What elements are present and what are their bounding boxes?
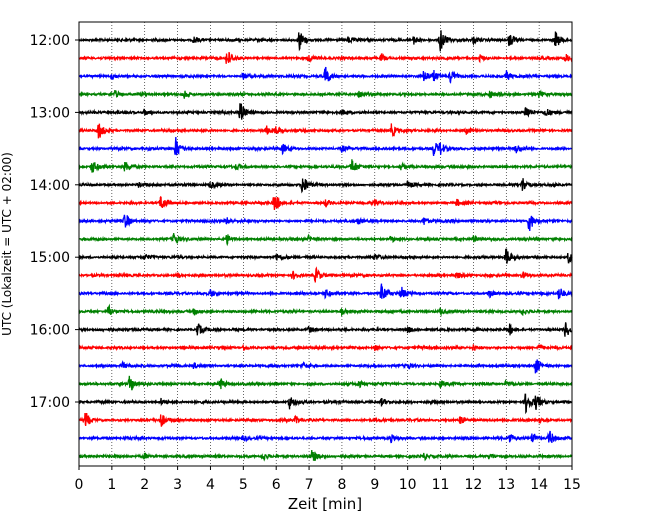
trace-17:15	[78, 412, 573, 427]
x-tick-label: 7	[305, 477, 314, 493]
trace-13:00	[78, 103, 573, 120]
y-axis-ticks: 12:00 13:00 14:00 15:00 16:00 17:00	[30, 33, 79, 411]
y-tick-label: 16:00	[30, 323, 70, 339]
trace-15:15	[78, 266, 573, 283]
seismic-traces	[78, 30, 573, 462]
y-tick-label: 14:00	[30, 178, 70, 194]
vertical-gridlines	[111, 22, 540, 466]
trace-15:30	[78, 283, 573, 300]
y-tick-label: 13:00	[30, 105, 70, 121]
trace-12:45	[78, 89, 573, 99]
y-tick-label: 12:00	[30, 33, 70, 49]
trace-12:30	[78, 66, 573, 84]
plot-frame	[78, 21, 573, 467]
trace-14:15	[78, 195, 573, 211]
trace-15:00	[78, 248, 573, 264]
trace-16:00	[78, 322, 573, 337]
trace-14:00	[78, 178, 573, 194]
trace-13:30	[78, 136, 573, 157]
x-axis-label: Zeit [min]	[288, 495, 362, 513]
x-tick-label: 14	[530, 477, 548, 493]
x-tick-label: 9	[370, 477, 379, 493]
trace-12:00	[78, 30, 572, 52]
trace-17:30	[78, 430, 573, 444]
x-tick-label: 1	[107, 477, 116, 493]
y-tick-label: 17:00	[30, 395, 70, 411]
x-tick-label: 8	[337, 477, 346, 493]
trace-17:45	[78, 449, 573, 462]
x-tick-label: 12	[464, 477, 482, 493]
trace-16:45	[78, 375, 573, 391]
y-tick-label: 15:00	[30, 250, 70, 266]
plot-background	[79, 22, 572, 466]
trace-14:30	[78, 214, 573, 231]
x-tick-label: 13	[497, 477, 515, 493]
trace-16:15	[78, 343, 573, 352]
x-tick-label: 0	[75, 477, 84, 493]
x-tick-label: 5	[239, 477, 248, 493]
x-tick-label: 11	[432, 477, 450, 493]
trace-12:15	[78, 51, 573, 64]
x-tick-label: 15	[563, 477, 581, 493]
trace-16:30	[78, 359, 573, 374]
trace-13:15	[78, 123, 573, 139]
trace-13:45	[78, 159, 573, 173]
x-tick-label: 2	[140, 477, 149, 493]
trace-15:45	[78, 303, 573, 317]
x-tick-label: 6	[272, 477, 281, 493]
trace-14:45	[78, 233, 573, 247]
x-axis-ticks: 0 1 2 3 4 5 6 7 8 9 10 11 12 13 14 15	[75, 466, 581, 493]
y-axis-label: UTC (Lokalzeit = UTC + 02:00)	[0, 152, 14, 336]
x-tick-label: 4	[206, 477, 215, 493]
x-tick-label: 3	[173, 477, 182, 493]
x-tick-label: 10	[399, 477, 417, 493]
trace-17:00	[78, 393, 573, 415]
